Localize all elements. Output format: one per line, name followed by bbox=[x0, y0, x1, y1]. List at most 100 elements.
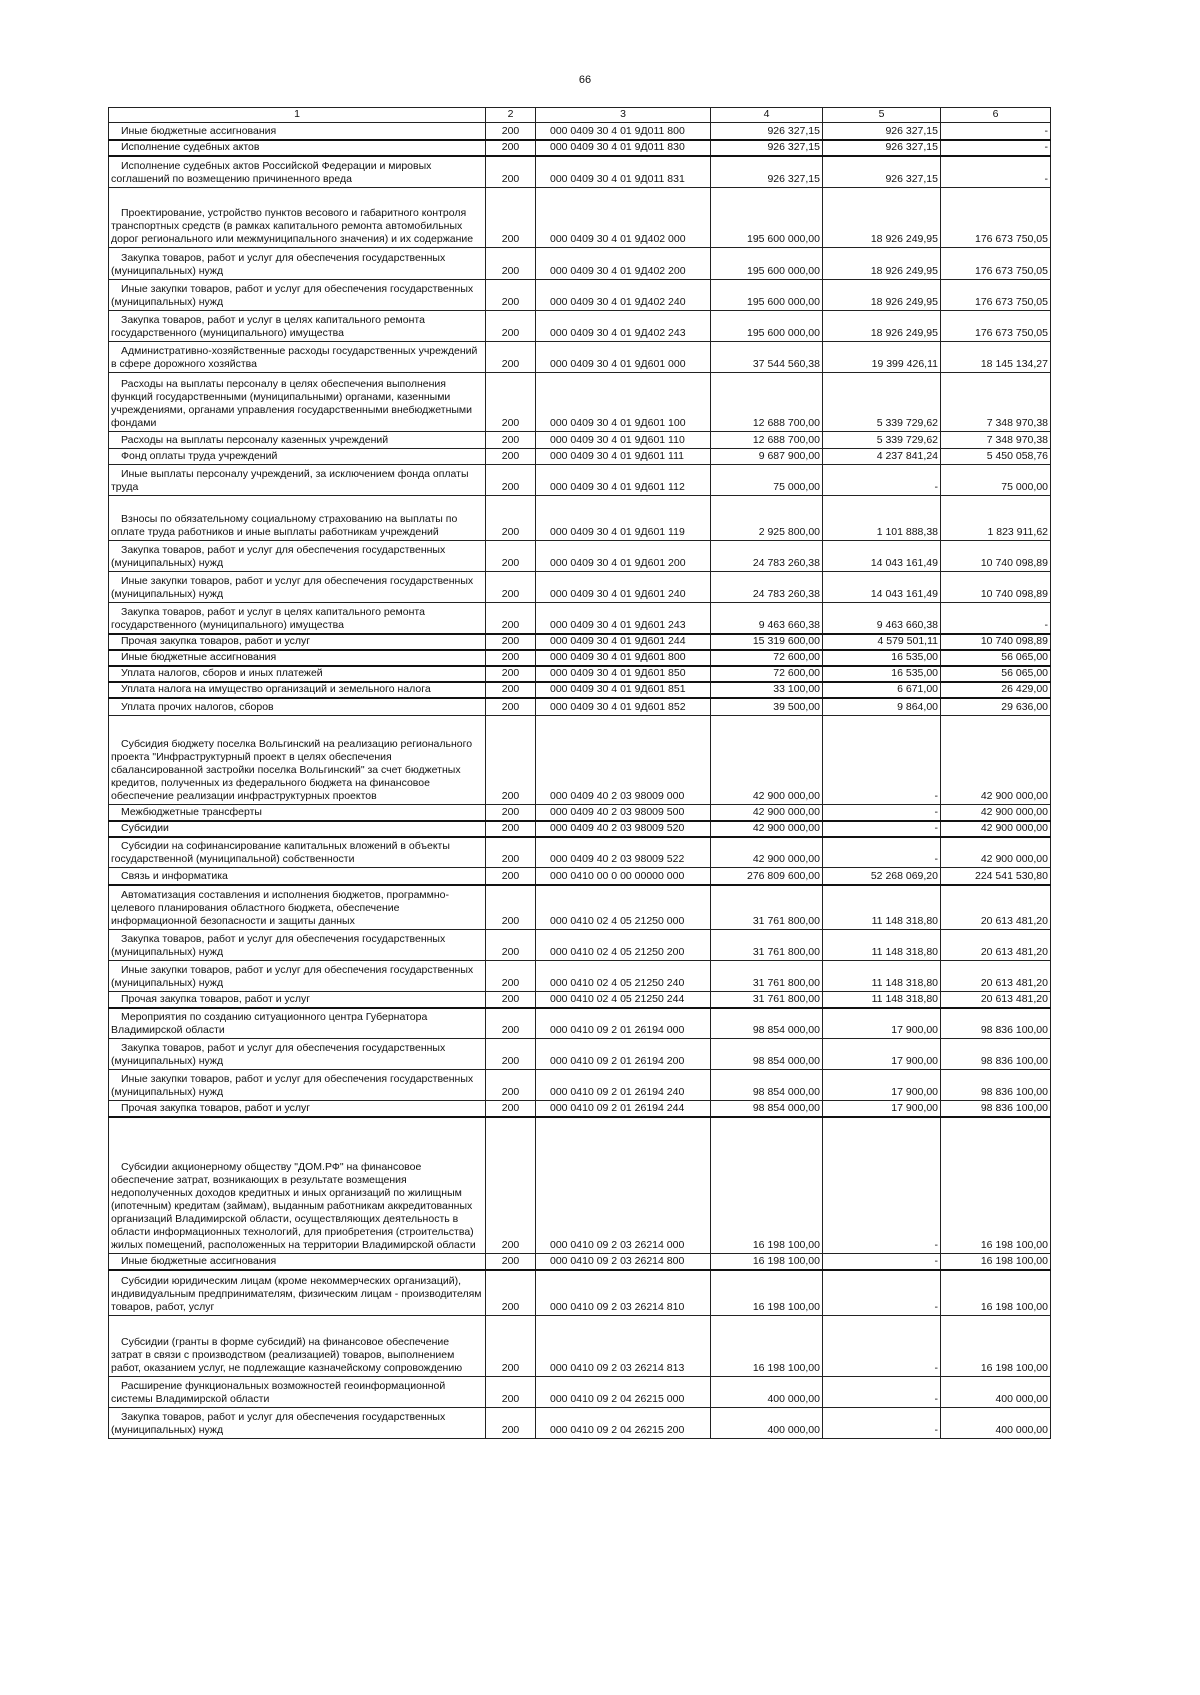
cell-remaining-amount: - bbox=[940, 602, 1051, 635]
cell-description: Расходы на выплаты персоналу казенных уч… bbox=[108, 431, 486, 449]
cell-remaining-amount: 7 348 970,38 bbox=[940, 372, 1051, 432]
remaining-amount-text: 56 065,00 bbox=[1001, 650, 1048, 663]
cell-description: Фонд оплаты труда учреждений bbox=[108, 448, 486, 465]
cell-classification-code: 000 0409 30 4 01 9Д601 100 bbox=[535, 372, 711, 432]
kvsr-code-text: 200 bbox=[501, 977, 520, 989]
cell-remaining-amount: 224 541 530,80 bbox=[940, 867, 1051, 886]
cell-kvsr-code: 200 bbox=[485, 820, 536, 838]
cell-approved-amount: 2 925 800,00 bbox=[710, 495, 823, 541]
cell-kvsr-code: 200 bbox=[485, 1100, 536, 1118]
table-row: Фонд оплаты труда учреждений 200 000 0409 … bbox=[108, 448, 1051, 465]
description-text: Уплата прочих налогов, сборов bbox=[121, 701, 274, 713]
approved-amount-text: 33 100,00 bbox=[773, 682, 820, 695]
kvsr-code-text: 200 bbox=[501, 1086, 520, 1098]
cell-approved-amount: 400 000,00 bbox=[710, 1376, 823, 1408]
cell-executed-amount: - bbox=[822, 1116, 941, 1254]
classification-code-text: 000 0410 09 2 03 26214 000 bbox=[550, 1239, 685, 1251]
cell-classification-code: 000 0409 30 4 01 9Д601 200 bbox=[535, 540, 711, 572]
approved-amount-text: 24 783 260,38 bbox=[752, 557, 820, 569]
cell-approved-amount: 31 761 800,00 bbox=[710, 991, 823, 1009]
executed-amount-text: - bbox=[934, 853, 939, 865]
remaining-amount-text: 42 900 000,00 bbox=[980, 805, 1048, 818]
cell-approved-amount: 195 600 000,00 bbox=[710, 247, 823, 280]
cell-approved-amount: 42 900 000,00 bbox=[710, 804, 823, 822]
executed-amount-text: 11 148 318,80 bbox=[871, 946, 938, 958]
cell-kvsr-code: 200 bbox=[485, 665, 536, 683]
executed-amount-text: - bbox=[934, 1424, 939, 1436]
classification-code-text: 000 0410 02 4 05 21250 000 bbox=[550, 915, 685, 927]
cell-kvsr-code: 200 bbox=[485, 279, 536, 311]
cell-approved-amount: 9 687 900,00 bbox=[710, 448, 823, 465]
cell-executed-amount: - bbox=[822, 715, 941, 805]
description-text: Закупка товаров, работ и услуг для обесп… bbox=[111, 1042, 446, 1067]
cell-description: Межбюджетные трансферты bbox=[108, 804, 486, 822]
cell-description: Иные бюджетные ассигнования bbox=[108, 649, 486, 667]
classification-code-text: 000 0409 30 4 01 9Д601 852 bbox=[550, 701, 686, 713]
remaining-amount-text: 98 836 100,00 bbox=[980, 1101, 1048, 1114]
kvsr-code-text: 200 bbox=[501, 1239, 520, 1251]
cell-approved-amount: 42 900 000,00 bbox=[710, 820, 823, 838]
kvsr-code-text: 200 bbox=[501, 1362, 520, 1374]
classification-code-text: 000 0410 09 2 01 26194 200 bbox=[550, 1055, 685, 1067]
cell-description: Расходы на выплаты персоналу в целях обе… bbox=[108, 372, 486, 432]
cell-remaining-amount: 7 348 970,38 bbox=[940, 431, 1051, 449]
cell-description: Иные выплаты персоналу учреждений, за ис… bbox=[108, 464, 486, 496]
executed-amount-text: 4 237 841,24 bbox=[876, 450, 938, 462]
kvsr-code-text: 200 bbox=[501, 1424, 520, 1436]
approved-amount-text: 75 000,00 bbox=[773, 481, 820, 493]
remaining-amount-text: 224 541 530,80 bbox=[975, 869, 1048, 882]
remaining-amount-text: 1 823 911,62 bbox=[987, 526, 1048, 538]
cell-kvsr-code: 200 bbox=[485, 155, 536, 188]
cell-executed-amount: 1 101 888,38 bbox=[822, 495, 941, 541]
cell-description: Расширение функциональных возможностей г… bbox=[108, 1376, 486, 1408]
cell-description: Закупка товаров, работ и услуг для обесп… bbox=[108, 1407, 486, 1439]
cell-approved-amount: 926 327,15 bbox=[710, 155, 823, 188]
classification-code-text: 000 0409 30 4 01 9Д601 100 bbox=[550, 417, 686, 429]
cell-classification-code: 000 0410 09 2 01 26194 244 bbox=[535, 1100, 711, 1118]
cell-description: Административно-хозяйственные расходы го… bbox=[108, 341, 486, 373]
cell-executed-amount: - bbox=[822, 1269, 941, 1316]
remaining-amount-text: 98 836 100,00 bbox=[980, 1024, 1048, 1036]
cell-description: Уплата прочих налогов, сборов bbox=[108, 697, 486, 716]
classification-code-text: 000 0409 30 4 01 9Д601 851 bbox=[550, 682, 686, 695]
cell-classification-code: 000 0410 09 2 01 26194 200 bbox=[535, 1038, 711, 1070]
approved-amount-text: 24 783 260,38 bbox=[752, 588, 820, 600]
cell-executed-amount: 18 926 249,95 bbox=[822, 279, 941, 311]
cell-remaining-amount: 10 740 098,89 bbox=[940, 540, 1051, 572]
cell-description: Субсидия бюджету поселка Вольгинский на … bbox=[108, 715, 486, 805]
approved-amount-text: 31 761 800,00 bbox=[752, 992, 820, 1005]
cell-executed-amount: - bbox=[822, 464, 941, 496]
cell-remaining-amount: 56 065,00 bbox=[940, 649, 1051, 667]
cell-executed-amount: 926 327,15 bbox=[822, 122, 941, 141]
approved-amount-text: 9 463 660,38 bbox=[758, 618, 820, 631]
cell-approved-amount: 16 198 100,00 bbox=[710, 1253, 823, 1271]
kvsr-code-text: 200 bbox=[501, 1393, 520, 1405]
remaining-amount-text: 20 613 481,20 bbox=[980, 977, 1048, 989]
cell-approved-amount: 24 783 260,38 bbox=[710, 571, 823, 603]
cell-classification-code: 000 0410 00 0 00 00000 000 bbox=[535, 867, 711, 886]
cell-description: Прочая закупка товаров, работ и услуг bbox=[108, 633, 486, 651]
cell-kvsr-code: 200 bbox=[485, 1269, 536, 1316]
cell-remaining-amount: 26 429,00 bbox=[940, 681, 1051, 699]
cell-approved-amount: 37 544 560,38 bbox=[710, 341, 823, 373]
cell-classification-code: 000 0409 30 4 01 9Д601 000 bbox=[535, 341, 711, 373]
cell-remaining-amount: 176 673 750,05 bbox=[940, 247, 1051, 280]
cell-description: Субсидии bbox=[108, 820, 486, 838]
remaining-amount-text: 18 145 134,27 bbox=[980, 358, 1048, 370]
approved-amount-text: 31 761 800,00 bbox=[752, 915, 820, 927]
approved-amount-text: 195 600 000,00 bbox=[747, 296, 820, 308]
cell-executed-amount: 17 900,00 bbox=[822, 1100, 941, 1118]
cell-classification-code: 000 0410 09 2 03 26214 000 bbox=[535, 1116, 711, 1254]
approved-amount-text: 39 500,00 bbox=[773, 701, 820, 713]
executed-amount-text: - bbox=[934, 790, 939, 802]
cell-description: Закупка товаров, работ и услуг для обесп… bbox=[108, 540, 486, 572]
classification-code-text: 000 0409 30 4 01 9Д601 110 bbox=[550, 434, 685, 446]
cell-kvsr-code: 200 bbox=[485, 122, 536, 141]
executed-amount-text: 1 101 888,38 bbox=[876, 526, 938, 538]
cell-description: Иные закупки товаров, работ и услуг для … bbox=[108, 571, 486, 603]
remaining-amount-text: 20 613 481,20 bbox=[980, 915, 1048, 927]
executed-amount-text: 18 926 249,95 bbox=[870, 233, 938, 245]
table-row: Проектирование, устройство пунктов весов… bbox=[108, 187, 1051, 248]
cell-kvsr-code: 200 bbox=[485, 1069, 536, 1101]
cell-approved-amount: 16 198 100,00 bbox=[710, 1315, 823, 1377]
